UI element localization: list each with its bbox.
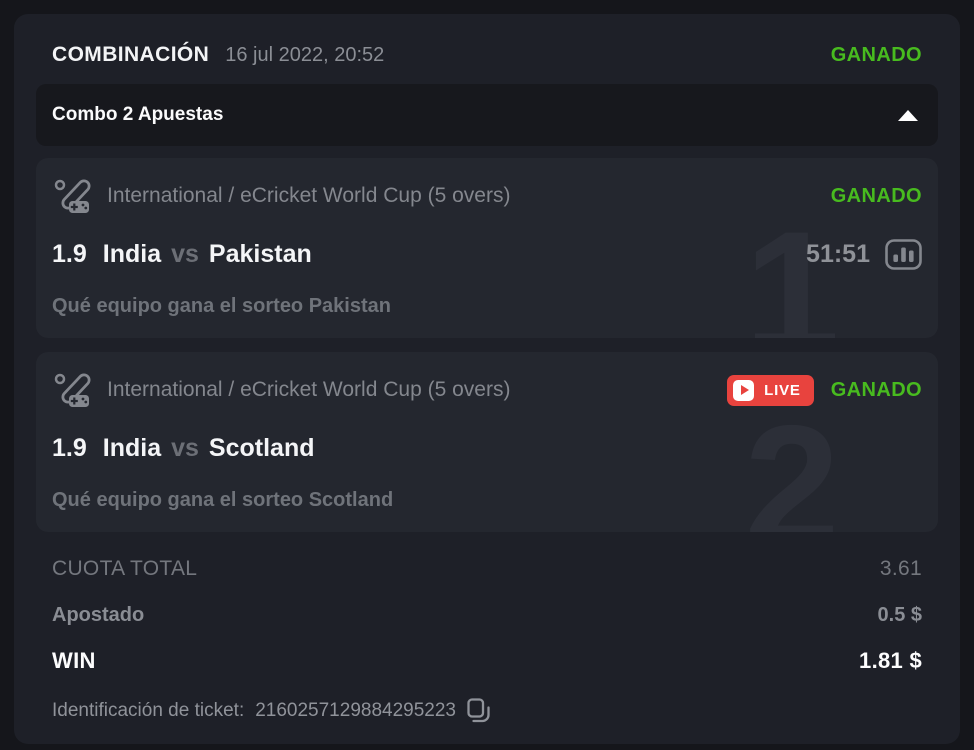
bet-index-watermark: 2 (744, 390, 840, 532)
bet-2-selection: 1.9 India vs Scotland (52, 434, 315, 463)
play-icon (733, 379, 755, 401)
esports-icon (52, 178, 94, 214)
copy-icon[interactable] (467, 698, 490, 724)
ticket-id-value: 2160257129884295223 (255, 700, 456, 721)
live-label: LIVE (764, 381, 801, 399)
chevron-up-icon[interactable] (898, 109, 918, 121)
ticket-type-title: COMBINACIÓN (52, 43, 210, 66)
bet-card-1: 1 International / eCricket World Cup (36, 158, 938, 338)
bet-index-watermark: 1 (744, 196, 840, 338)
vs-separator: vs (171, 240, 199, 268)
odds-value: 1.9 (52, 240, 87, 268)
win-label: WIN (52, 648, 96, 673)
live-badge: LIVE (727, 374, 814, 406)
summary-row-win: WIN 1.81 $ (52, 638, 922, 684)
ticket-datetime: 16 jul 2022, 20:52 (225, 44, 385, 66)
market-question: Qué equipo gana el sorteo Pakistan (52, 295, 391, 317)
bet-1-score-group: 51:51 (806, 239, 922, 270)
total-odds-value: 3.61 (879, 557, 922, 580)
bet-2-mid-row: 1.9 India vs Scotland (52, 434, 922, 463)
ticket-summary: CUOTA TOTAL 3.61 Apostado 0.5 $ WIN 1.81… (52, 546, 922, 684)
bet-ticket-card: COMBINACIÓN 16 jul 2022, 20:52 GANADO Co… (14, 14, 960, 744)
bet-2-top-row: International / eCricket World Cup (5 ov… (52, 372, 922, 408)
summary-row-stake: Apostado 0.5 $ (52, 592, 922, 638)
win-value: 1.81 $ (859, 648, 922, 673)
bet-1-league-group: International / eCricket World Cup (5 ov… (52, 178, 510, 214)
bet-card-2: 2 International / eCricket World Cup (36, 352, 938, 532)
team-home: India (102, 240, 162, 268)
bet-2-league-group: International / eCricket World Cup (5 ov… (52, 372, 510, 408)
stake-label: Apostado (52, 603, 145, 626)
match-score: 51:51 (806, 240, 870, 268)
stake-value: 0.5 $ (877, 603, 922, 626)
ticket-header: COMBINACIÓN 16 jul 2022, 20:52 GANADO (52, 40, 922, 70)
summary-row-total-odds: CUOTA TOTAL 3.61 (52, 546, 922, 592)
ticket-header-left: COMBINACIÓN 16 jul 2022, 20:52 (52, 43, 384, 67)
bet-2-status-badge: GANADO (830, 378, 922, 401)
odds-value: 1.9 (52, 434, 87, 462)
bar-chart-icon[interactable] (885, 239, 922, 270)
team-home: India (102, 434, 162, 462)
bet-1-mid-row: 1.9 India vs Pakistan 51:51 (52, 239, 922, 270)
ticket-status-badge: GANADO (830, 43, 922, 66)
market-question: Qué equipo gana el sorteo Scotland (52, 489, 394, 511)
total-odds-label: CUOTA TOTAL (52, 557, 198, 580)
league-name: International / eCricket World Cup (5 ov… (107, 184, 511, 207)
league-name: International / eCricket World Cup (5 ov… (107, 378, 511, 401)
combo-toggle-bar[interactable]: Combo 2 Apuestas (36, 84, 938, 146)
team-away: Scotland (208, 434, 315, 462)
bet-1-status-badge: GANADO (830, 184, 922, 207)
vs-separator: vs (171, 434, 199, 462)
combo-label: Combo 2 Apuestas (52, 104, 224, 125)
team-away: Pakistan (208, 240, 312, 268)
bet-1-selection: 1.9 India vs Pakistan (52, 240, 312, 269)
esports-icon (52, 372, 94, 408)
bet-2-status-group: LIVE GANADO (727, 374, 922, 406)
bet-1-top-row: International / eCricket World Cup (5 ov… (52, 178, 922, 214)
ticket-id-row: Identificación de ticket: 21602571298842… (52, 692, 922, 730)
ticket-id-label: Identificación de ticket: (52, 700, 245, 721)
